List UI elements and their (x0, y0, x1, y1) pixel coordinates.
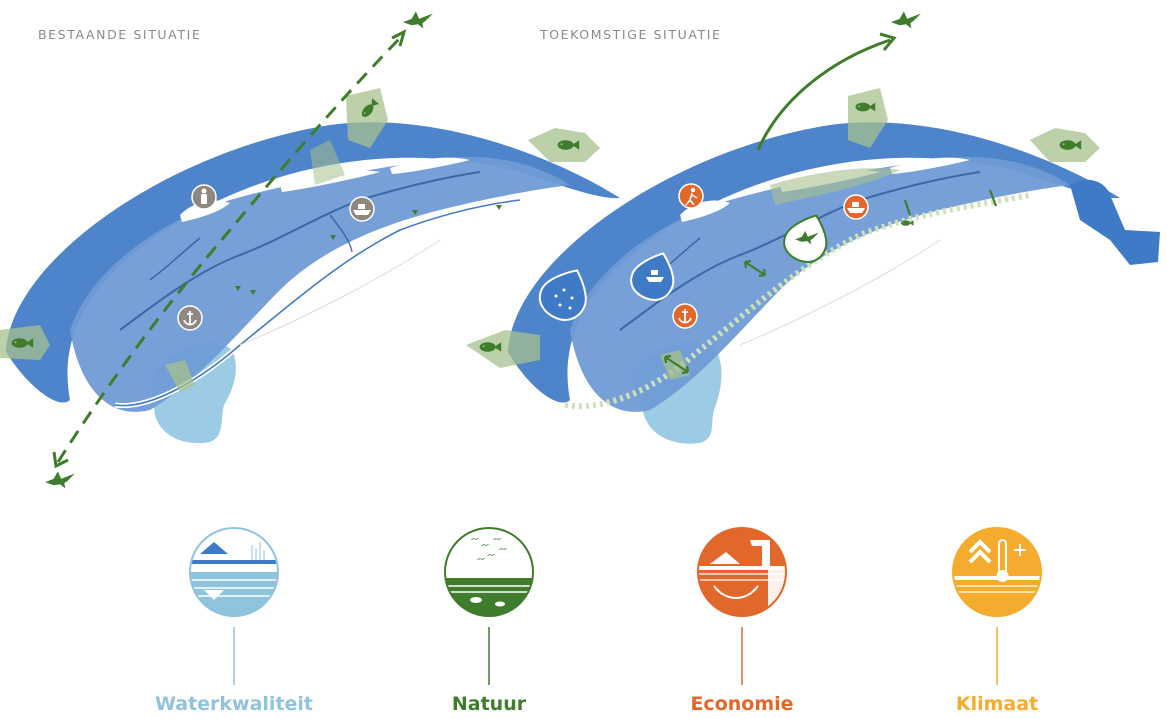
islands (180, 200, 230, 222)
bird-icon (45, 471, 75, 489)
nature-area (848, 88, 888, 148)
bird-icon (403, 11, 433, 29)
legend (189, 527, 1042, 685)
wadden-sea (570, 156, 1070, 412)
ship-marker (843, 194, 869, 220)
salt-marsh-edge (564, 192, 1031, 410)
label-economie: Economie (690, 693, 794, 715)
nature-birds-fish-icon (444, 527, 534, 617)
ship-icon (847, 208, 865, 213)
anchor-icon (183, 311, 197, 326)
water-quality-icon (189, 527, 279, 617)
bird-icon (891, 11, 921, 29)
water-quality-droplet (538, 269, 587, 321)
hiker-marker (678, 183, 704, 209)
nature-area (165, 360, 195, 392)
anchor-icon (678, 309, 692, 324)
climate-thermometer-icon (952, 527, 1042, 617)
nature-droplet (783, 214, 828, 263)
economy-harbour-icon (697, 527, 787, 617)
nature-area (770, 168, 900, 205)
label-waterkwaliteit: Waterkwaliteit (154, 693, 314, 715)
wadden-sea (70, 156, 570, 412)
mainland-coast (240, 185, 600, 347)
islands (390, 157, 470, 174)
person-icon (201, 188, 207, 194)
future-situation-map (466, 11, 1160, 444)
person-marker (191, 184, 217, 210)
existing-situation-title: BESTAANDE SITUATIE (38, 27, 202, 42)
anchor-marker (177, 305, 203, 331)
existing-situation-map (0, 11, 620, 489)
future-situation-title: TOEKOMSTIGE SITUATIE (540, 27, 722, 42)
bird-migration-path (756, 38, 891, 151)
ship-icon (353, 210, 371, 215)
bird-migration-path (56, 36, 402, 463)
ship-marker (349, 196, 375, 222)
north-sea-band (508, 122, 1120, 403)
islands (280, 170, 380, 192)
hiker-icon (690, 187, 696, 193)
label-klimaat: Klimaat (955, 693, 1039, 715)
nature-area (310, 140, 345, 185)
label-natuur: Natuur (451, 693, 527, 715)
ship-droplet (630, 252, 675, 301)
nature-area (466, 330, 540, 368)
anchor-marker (672, 303, 698, 329)
north-sea-band (6, 122, 620, 403)
